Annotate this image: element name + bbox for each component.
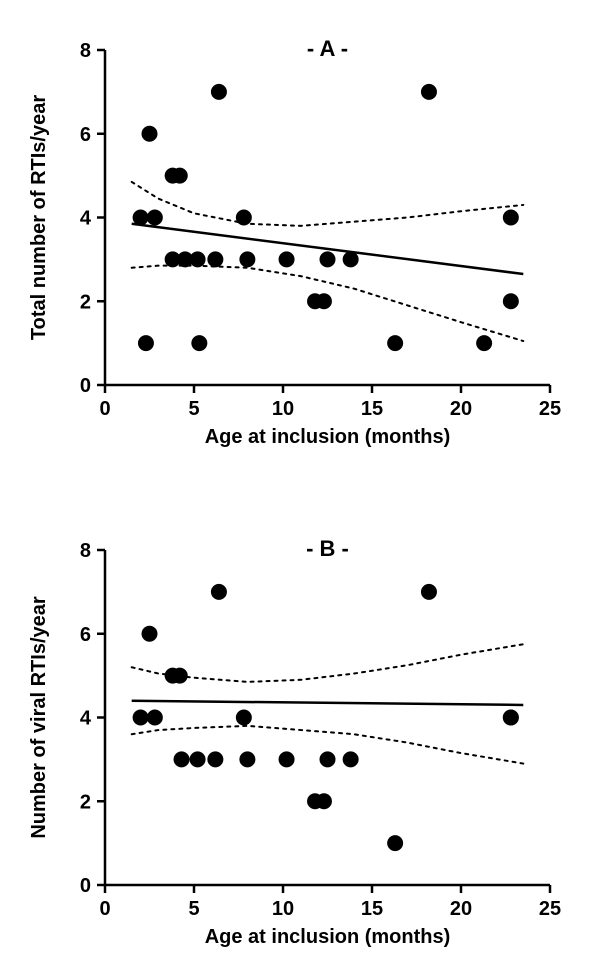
- x-tick-label: 5: [188, 398, 199, 420]
- data-point: [133, 710, 149, 726]
- data-point: [147, 210, 163, 226]
- x-tick-label: 10: [272, 898, 294, 920]
- data-point: [147, 710, 163, 726]
- data-point: [138, 335, 154, 351]
- data-point: [421, 84, 437, 100]
- data-point: [503, 710, 519, 726]
- y-tick-label: 6: [80, 624, 91, 646]
- x-tick-label: 15: [361, 898, 383, 920]
- data-point: [207, 751, 223, 767]
- y-tick-label: 8: [80, 540, 91, 562]
- data-point: [174, 751, 190, 767]
- x-tick-label: 15: [361, 398, 383, 420]
- x-tick-label: 5: [188, 898, 199, 920]
- data-point: [190, 251, 206, 267]
- data-point: [279, 751, 295, 767]
- data-point: [239, 251, 255, 267]
- y-tick-label: 0: [80, 875, 91, 897]
- data-point: [172, 168, 188, 184]
- data-point: [142, 126, 158, 142]
- y-axis-label: Number of viral RTIs/year: [28, 596, 50, 839]
- y-tick-label: 0: [80, 375, 91, 397]
- data-point: [476, 335, 492, 351]
- data-point: [191, 335, 207, 351]
- y-tick-label: 6: [80, 124, 91, 146]
- x-tick-label: 0: [99, 898, 110, 920]
- panel-title: - A -: [307, 36, 348, 61]
- data-point: [387, 835, 403, 851]
- y-axis-label: Total number of RTIs/year: [28, 95, 50, 340]
- x-tick-label: 25: [539, 898, 561, 920]
- data-point: [316, 293, 332, 309]
- panel-a: - A - 0 5 10 15 20 25 0 2 4 6 8 Age at inclusion (mo…: [0, 20, 596, 455]
- data-point: [133, 210, 149, 226]
- fit-line: [132, 701, 524, 705]
- y-tick-label: 8: [80, 40, 91, 62]
- x-tick-label: 20: [450, 898, 472, 920]
- data-point: [190, 751, 206, 767]
- ci-upper: [132, 644, 524, 682]
- data-point: [279, 251, 295, 267]
- figure-container: - A -051015202502468Age at inclusion (mo…: [0, 0, 596, 952]
- x-axis-label: Age at inclusion (months): [205, 426, 451, 448]
- data-point: [503, 210, 519, 226]
- data-point: [211, 84, 227, 100]
- data-point: [172, 668, 188, 684]
- data-point: [421, 584, 437, 600]
- data-point: [387, 335, 403, 351]
- panel-b: - B - 0 5 10 15 20 25 0 2 4 6 8 Age at inclusion (mo…: [0, 520, 596, 955]
- data-point: [316, 793, 332, 809]
- x-tick-label: 0: [99, 398, 110, 420]
- data-point: [320, 251, 336, 267]
- x-tick-label: 20: [450, 398, 472, 420]
- x-tick-label: 25: [539, 398, 561, 420]
- data-point: [236, 210, 252, 226]
- data-point: [142, 626, 158, 642]
- data-point: [503, 293, 519, 309]
- data-point: [236, 710, 252, 726]
- data-point: [239, 751, 255, 767]
- x-tick-label: 10: [272, 398, 294, 420]
- x-axis-label: Age at inclusion (months): [205, 926, 451, 948]
- y-tick-label: 2: [80, 791, 91, 813]
- y-tick-label: 4: [80, 708, 92, 730]
- data-point: [207, 251, 223, 267]
- ci-upper: [132, 182, 524, 226]
- data-point: [343, 751, 359, 767]
- y-tick-label: 2: [80, 291, 91, 313]
- y-tick-label: 4: [80, 208, 92, 230]
- data-point: [211, 584, 227, 600]
- panel-title: - B -: [306, 536, 349, 561]
- data-point: [320, 751, 336, 767]
- data-point: [343, 251, 359, 267]
